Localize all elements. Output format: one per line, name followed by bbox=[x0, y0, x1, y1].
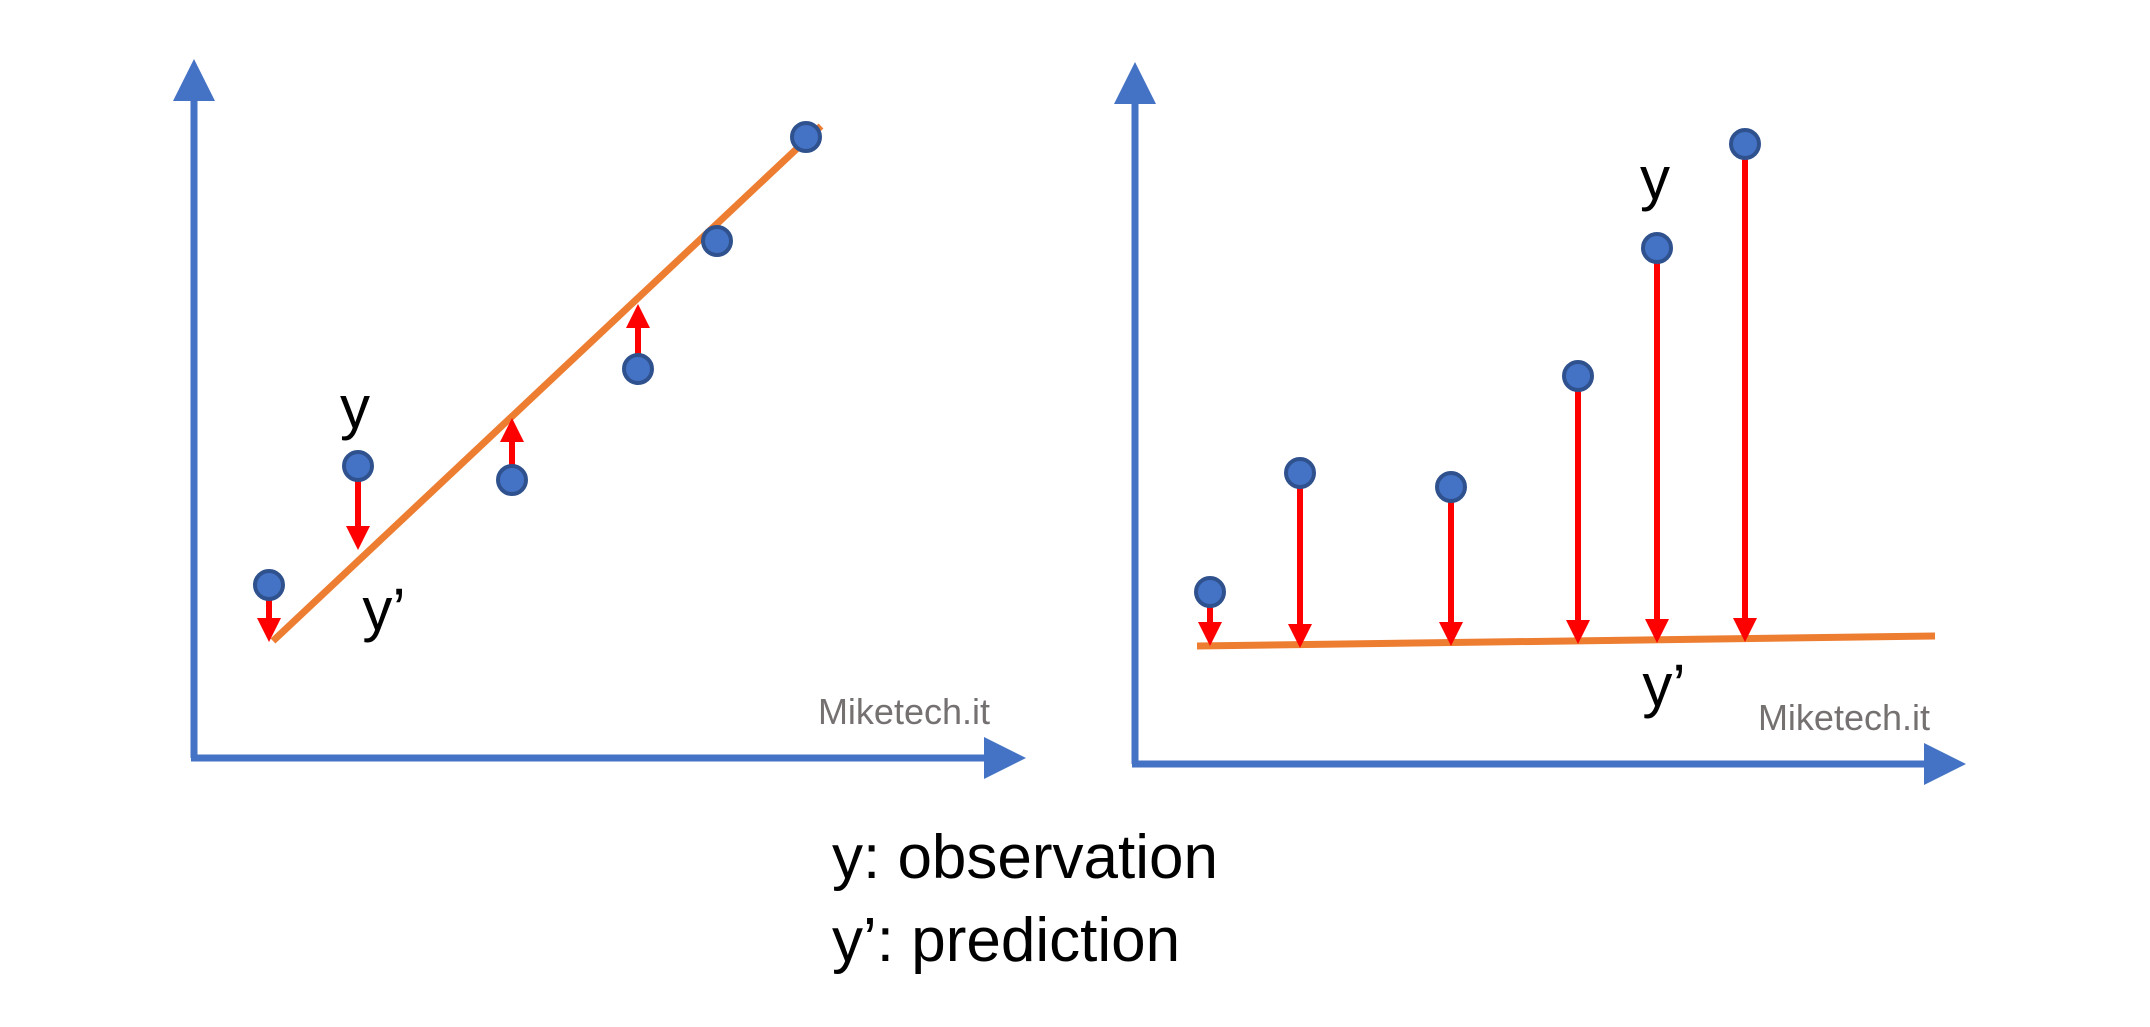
data-point bbox=[1729, 128, 1761, 160]
observation-label: y bbox=[1640, 145, 1670, 212]
data-point bbox=[1284, 457, 1316, 489]
legend-entry: y’: prediction bbox=[832, 906, 1180, 975]
data-point bbox=[253, 569, 285, 601]
watermark: Miketech.it bbox=[818, 691, 990, 732]
prediction-label: y’ bbox=[1642, 652, 1685, 719]
data-point bbox=[1562, 360, 1594, 392]
regression-line bbox=[270, 123, 824, 644]
prediction-label: y’ bbox=[362, 576, 405, 643]
right-panel: y y’ Miketech.it bbox=[1114, 62, 1966, 785]
data-point bbox=[790, 121, 822, 153]
legend-entry: y: observation bbox=[832, 823, 1218, 892]
data-point bbox=[1194, 576, 1226, 608]
data-point bbox=[1641, 232, 1673, 264]
watermark: Miketech.it bbox=[1758, 697, 1930, 738]
left-panel: y y’ Miketech.it bbox=[173, 59, 1026, 779]
data-point bbox=[496, 464, 528, 496]
data-point bbox=[622, 353, 654, 385]
observation-label: y bbox=[340, 374, 370, 441]
data-point bbox=[342, 450, 374, 482]
legend: y: observation y’: prediction bbox=[832, 823, 1218, 975]
data-point bbox=[1435, 471, 1467, 503]
data-point bbox=[701, 225, 733, 257]
regression-line bbox=[1196, 632, 1936, 650]
